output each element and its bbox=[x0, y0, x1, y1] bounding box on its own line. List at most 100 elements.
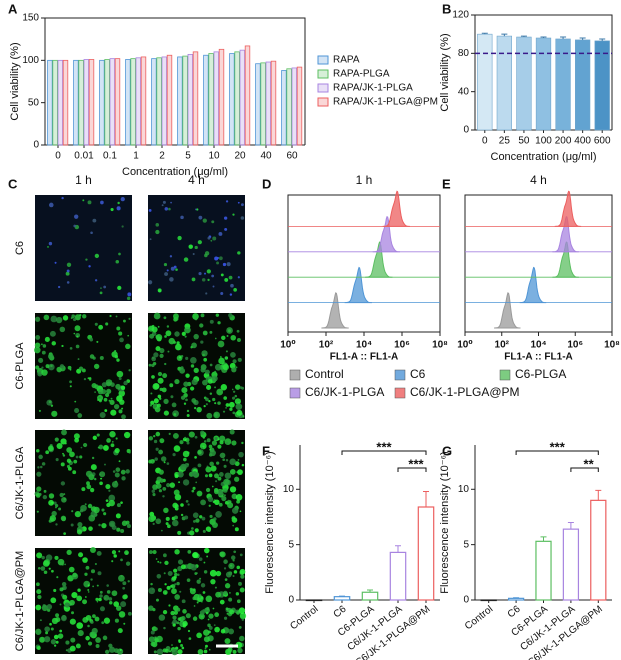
cell-spot bbox=[161, 387, 167, 393]
cell-spot bbox=[195, 481, 198, 484]
cell-spot bbox=[206, 555, 209, 558]
cell-spot bbox=[126, 524, 131, 529]
cell-spot bbox=[232, 213, 235, 216]
cell-spot bbox=[157, 560, 160, 563]
bar bbox=[213, 51, 219, 146]
cell-spot bbox=[229, 407, 233, 411]
cell-spot bbox=[192, 616, 198, 621]
bar bbox=[187, 54, 193, 146]
cell-spot bbox=[112, 470, 116, 473]
cell-spot bbox=[181, 387, 188, 394]
cell-spot bbox=[175, 268, 178, 271]
cell-spot bbox=[192, 253, 195, 256]
cell-spot bbox=[88, 265, 91, 268]
cell-spot bbox=[172, 502, 179, 509]
cell-spot bbox=[189, 587, 193, 591]
cell-spot bbox=[76, 529, 83, 535]
x-tick-label: 60 bbox=[286, 151, 298, 162]
bar bbox=[229, 53, 235, 146]
cell-spot bbox=[128, 317, 131, 320]
cell-spot bbox=[195, 518, 200, 523]
cell-spot bbox=[99, 606, 105, 612]
x-tick-label: 10⁴ bbox=[530, 340, 546, 351]
x-tick-label: 25 bbox=[499, 136, 511, 147]
cell-spot bbox=[172, 452, 176, 457]
cell-spot bbox=[219, 454, 223, 457]
cell-spot bbox=[103, 594, 110, 601]
cell-spot bbox=[79, 455, 83, 459]
cell-spot bbox=[163, 572, 166, 575]
cell-spot bbox=[206, 269, 211, 274]
cell-spot bbox=[188, 637, 192, 640]
cell-spot bbox=[186, 578, 191, 582]
cell-spot bbox=[123, 431, 131, 439]
cell-spot bbox=[222, 458, 226, 462]
cell-spot bbox=[33, 346, 41, 354]
cell-spot bbox=[184, 515, 189, 520]
cell-spot bbox=[99, 481, 103, 486]
cell-spot bbox=[43, 570, 48, 575]
cell-spot bbox=[192, 512, 199, 519]
cell-spot bbox=[172, 432, 179, 439]
cell-spot bbox=[48, 202, 54, 208]
cell-spot bbox=[122, 594, 128, 600]
cell-spot bbox=[213, 624, 216, 626]
cell-spot bbox=[127, 580, 130, 583]
x-tick-label: 20 bbox=[234, 151, 246, 162]
cell-spot bbox=[59, 326, 66, 333]
cell-spot bbox=[64, 602, 70, 608]
cell-spot bbox=[160, 529, 163, 532]
cell-spot bbox=[113, 554, 117, 558]
cell-spot bbox=[163, 263, 168, 267]
cell-spot bbox=[171, 576, 177, 581]
cell-spot bbox=[234, 384, 241, 390]
cell-spot bbox=[164, 272, 168, 276]
cell-spot bbox=[234, 527, 239, 532]
cell-spot bbox=[213, 411, 221, 419]
cell-spot bbox=[42, 344, 47, 348]
cell-spot bbox=[155, 334, 160, 339]
cell-spot bbox=[59, 561, 64, 566]
cell-spot bbox=[207, 236, 211, 240]
panel-title: 4 h bbox=[530, 173, 547, 187]
cell-spot bbox=[176, 607, 181, 612]
cell-spot bbox=[152, 383, 160, 390]
cell-spot bbox=[63, 532, 67, 536]
cell-spot bbox=[153, 312, 161, 320]
cell-spot bbox=[230, 555, 236, 560]
x-tick-label: 10 bbox=[208, 151, 220, 162]
cell-spot bbox=[231, 396, 236, 400]
cell-spot bbox=[171, 644, 173, 646]
cell-spot bbox=[111, 440, 114, 443]
cell-spot bbox=[128, 451, 131, 454]
error-bar bbox=[540, 536, 547, 542]
cell-spot bbox=[55, 316, 63, 324]
x-tick-label: 10² bbox=[319, 340, 334, 351]
cell-spot bbox=[99, 471, 106, 478]
cell-spot bbox=[235, 366, 238, 369]
cell-spot bbox=[170, 610, 175, 616]
cell-spot bbox=[50, 315, 58, 323]
cell-spot bbox=[186, 441, 190, 445]
cell-spot bbox=[183, 457, 187, 462]
cell-spot bbox=[59, 603, 62, 606]
cell-spot bbox=[77, 413, 83, 418]
cell-spot bbox=[56, 576, 59, 579]
micrograph bbox=[35, 195, 132, 301]
cell-spot bbox=[204, 253, 208, 258]
cell-spot bbox=[232, 524, 234, 527]
cell-spot bbox=[156, 598, 159, 602]
cell-spot bbox=[234, 461, 240, 467]
significance-bracket bbox=[515, 450, 599, 455]
bar bbox=[135, 57, 141, 146]
cell-spot bbox=[92, 435, 97, 440]
cell-spot bbox=[111, 351, 118, 358]
row-label: C6/JK-1-PLGA@PM bbox=[14, 551, 26, 651]
cell-spot bbox=[195, 208, 197, 211]
cell-spot bbox=[207, 378, 213, 384]
cell-spot bbox=[233, 570, 238, 574]
bar bbox=[286, 68, 292, 146]
cell-spot bbox=[217, 340, 225, 348]
cell-spot bbox=[215, 511, 222, 518]
cell-spot bbox=[101, 508, 105, 512]
